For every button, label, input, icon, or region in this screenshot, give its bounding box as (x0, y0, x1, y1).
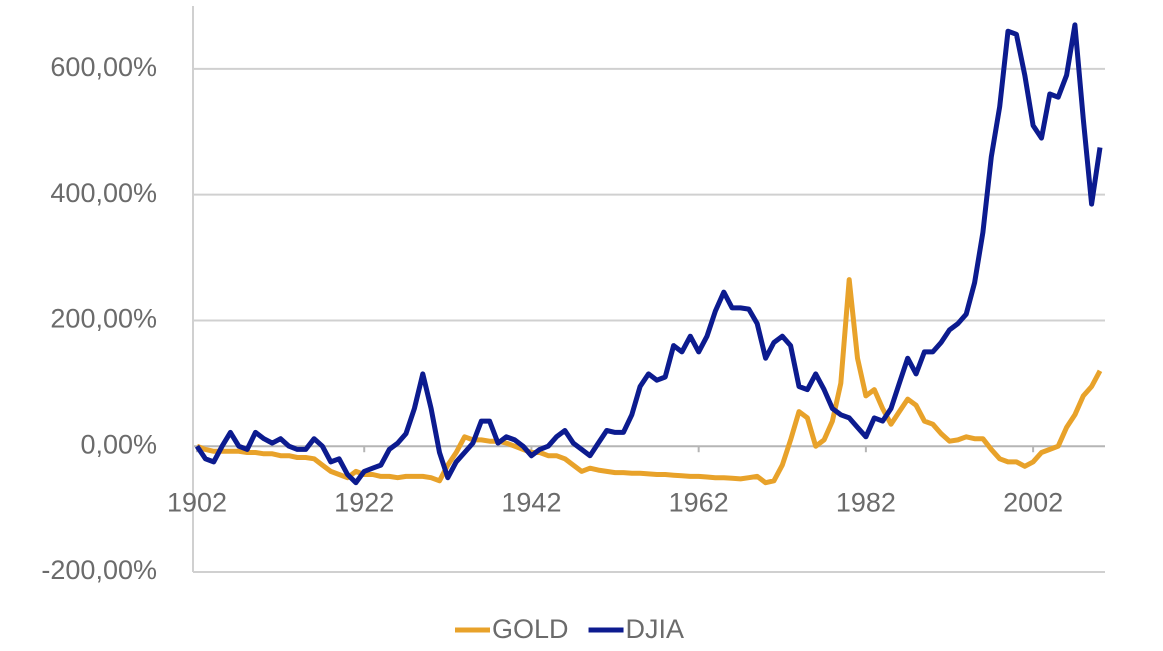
y-tick-label: 400,00% (50, 178, 157, 208)
x-tick-label: 1922 (334, 487, 394, 517)
legend-label: DJIA (626, 614, 685, 644)
x-tick-label: 2002 (1003, 487, 1063, 517)
legend-label: GOLD (492, 614, 569, 644)
line-gold (196, 277, 1103, 486)
y-tick-label: 600,00% (50, 52, 157, 82)
x-tick-label: 1902 (167, 487, 227, 517)
line-djia (194, 22, 1103, 486)
y-tick-label: 200,00% (50, 304, 157, 334)
y-tick-label: -200,00% (41, 555, 157, 585)
x-tick-label: 1982 (836, 487, 896, 517)
x-tick-label: 1942 (501, 487, 561, 517)
x-tick-label: 1962 (669, 487, 729, 517)
y-tick-label: 0,00% (80, 429, 157, 459)
